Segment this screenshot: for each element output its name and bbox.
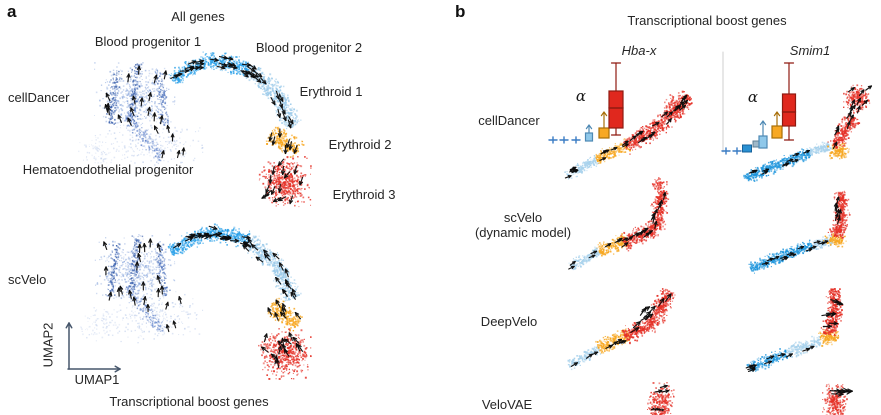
panel-b-title: Transcriptional boost genes	[627, 13, 787, 28]
panel-a-letter: a	[7, 2, 17, 21]
alpha-label-smim1: α	[747, 88, 759, 106]
gene-label-smim1: Smim1	[789, 43, 831, 58]
panel-a-caption: Transcriptional boost genes	[109, 394, 269, 409]
alpha-label-hba-x: α	[575, 87, 587, 105]
label-erythroid-1: Erythroid 1	[299, 84, 363, 99]
axis-label-umap2: UMAP2	[40, 322, 56, 368]
label-scvelo-umap: scVelo	[8, 272, 47, 287]
row-label-scvelo-dynamic: scVelo (dynamic model)	[474, 210, 572, 240]
row-label-celldancer: cellDancer	[478, 113, 540, 128]
label-hematoendothelial-progenitor: Hematoendothelial progenitor	[22, 162, 194, 177]
gene-label-hba-x: Hba-x	[621, 43, 657, 58]
row-label-scvelo-line1: scVelo	[503, 210, 543, 225]
panel-b-letter: b	[455, 2, 466, 21]
label-erythroid-2: Erythroid 2	[328, 137, 392, 152]
row-label-scvelo-line2: (dynamic model)	[474, 224, 572, 240]
axis-label-umap1: UMAP1	[74, 372, 120, 387]
label-erythroid-3: Erythroid 3	[332, 187, 396, 202]
row-label-deepvelo: DeepVelo	[480, 314, 538, 329]
row-label-velovae: VeloVAE	[481, 397, 533, 412]
label-celldancer-umap: cellDancer	[8, 90, 70, 105]
panel-a-title: All genes	[171, 9, 225, 24]
label-blood-progenitor-1: Blood progenitor 1	[94, 34, 202, 49]
label-blood-progenitor-2: Blood progenitor 2	[255, 40, 363, 55]
